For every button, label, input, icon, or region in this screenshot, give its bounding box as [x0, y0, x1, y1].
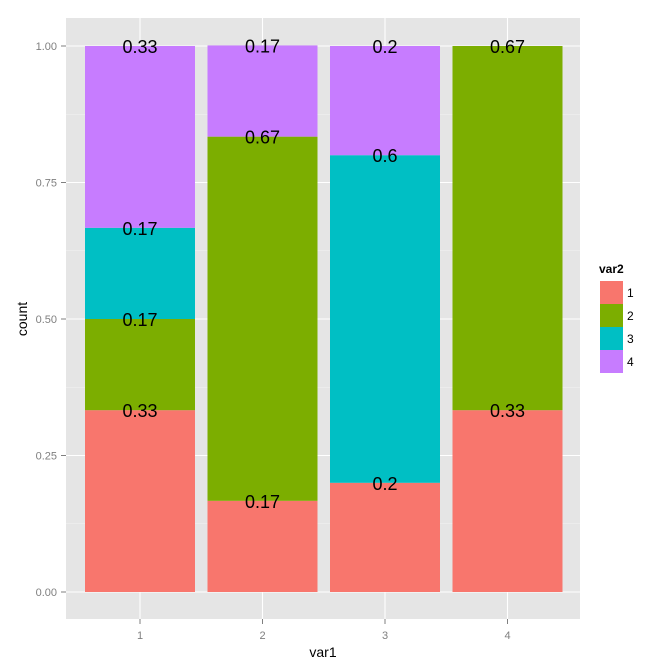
data-label: 0.17 [245, 492, 280, 512]
legend-key [600, 304, 623, 327]
bar-segment [330, 46, 440, 156]
legend-label: 3 [627, 332, 634, 346]
y-tick-label: 0.25 [36, 451, 57, 463]
x-tick-label: 3 [382, 630, 388, 642]
bar-segment [85, 410, 195, 592]
data-label: 0.2 [372, 37, 397, 57]
x-tick-label: 1 [137, 630, 143, 642]
data-label: 0.33 [490, 401, 525, 421]
x-tick-label: 2 [259, 630, 265, 642]
bar-segment [85, 319, 195, 411]
legend-key [600, 327, 623, 350]
y-axis-title: count [14, 302, 30, 336]
data-label: 0.33 [122, 37, 157, 57]
data-label: 0.67 [245, 128, 280, 148]
bar-segment [330, 482, 440, 592]
y-tick-label: 0.50 [36, 314, 57, 326]
legend-label: 4 [627, 355, 634, 369]
x-axis-title: var1 [309, 644, 336, 660]
y-tick-label: 0.75 [36, 178, 57, 190]
bar-segment [207, 45, 318, 137]
legend-label: 2 [627, 309, 634, 323]
bar-segment [330, 155, 440, 483]
bar-segment [207, 136, 318, 501]
y-tick-label: 1.00 [36, 41, 57, 53]
data-label: 0.17 [122, 219, 157, 239]
legend-label: 1 [627, 286, 634, 300]
legend-key [600, 281, 623, 304]
y-tick-label: 0.00 [36, 587, 57, 599]
bar-segment [85, 227, 195, 319]
data-label: 0.6 [372, 146, 397, 166]
x-tick-label: 4 [504, 630, 510, 642]
bar-segment [452, 410, 563, 592]
legend-title: var2 [599, 262, 624, 276]
legend: var2 1 2 3 4 [599, 262, 634, 373]
legend-key [600, 350, 623, 373]
data-label: 0.17 [122, 310, 157, 330]
bar-segment [452, 46, 563, 411]
data-label: 0.17 [245, 36, 280, 56]
data-label: 0.67 [490, 37, 525, 57]
data-label: 0.33 [122, 401, 157, 421]
bar-segment [207, 500, 318, 592]
bar-segment [85, 46, 195, 228]
data-label: 0.2 [372, 474, 397, 494]
